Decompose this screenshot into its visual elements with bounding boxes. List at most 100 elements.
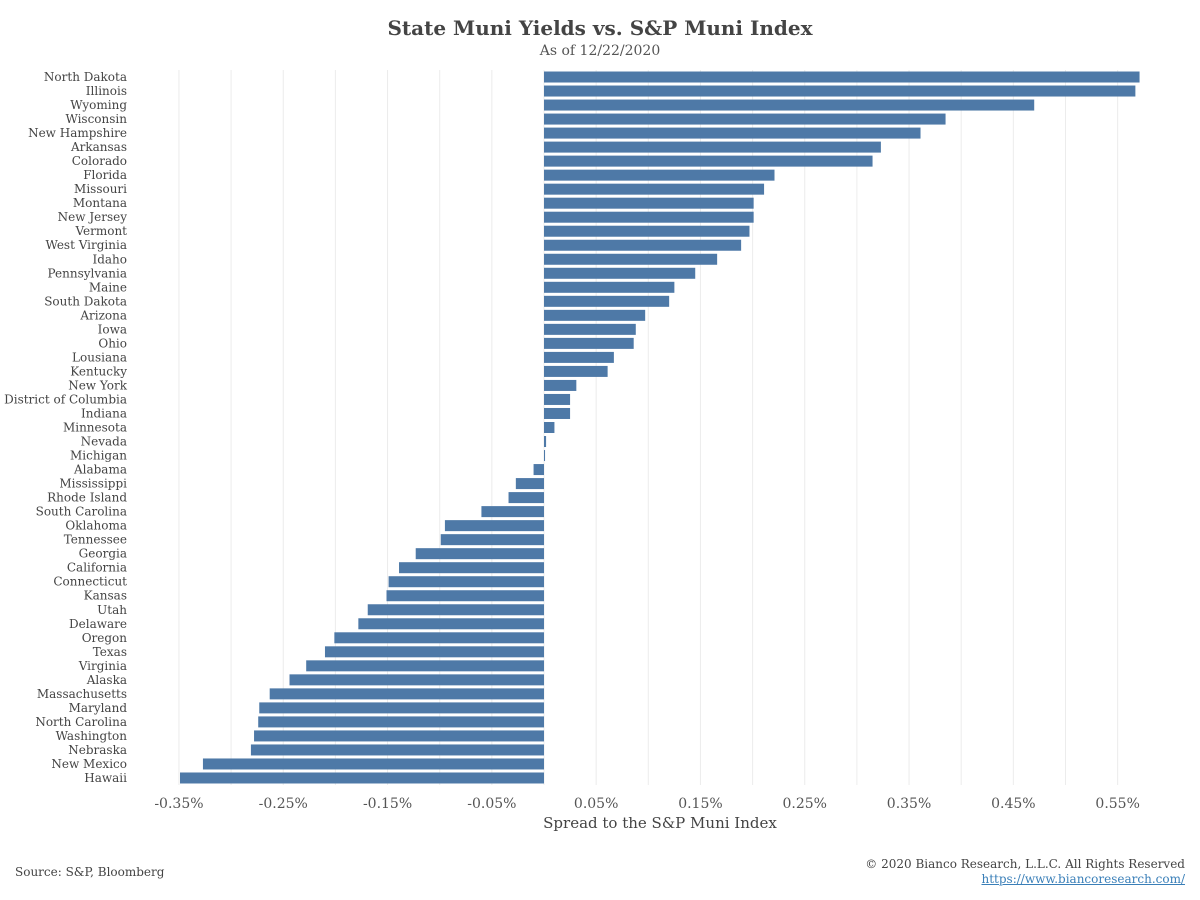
category-label: Delaware xyxy=(69,617,127,631)
bar xyxy=(544,450,546,462)
x-tick-label: -0.15% xyxy=(363,796,412,812)
website-link[interactable]: https://www.biancoresearch.com/ xyxy=(981,872,1185,886)
bar xyxy=(544,407,571,419)
chart-subtitle: As of 12/22/2020 xyxy=(539,43,661,59)
bar xyxy=(544,225,750,237)
bar xyxy=(544,309,646,321)
bar xyxy=(544,113,946,125)
category-label: Arizona xyxy=(79,308,127,322)
bar xyxy=(444,520,544,532)
bar xyxy=(388,576,544,588)
category-label: Kansas xyxy=(84,589,127,603)
bar xyxy=(334,632,544,644)
category-label: Alaska xyxy=(86,673,127,687)
bar xyxy=(533,464,544,476)
category-label: New Mexico xyxy=(51,757,127,771)
bar xyxy=(259,702,544,714)
bar xyxy=(258,716,544,728)
bar xyxy=(544,127,921,139)
category-label: New Hampshire xyxy=(28,126,127,140)
x-tick-label: 0.35% xyxy=(887,796,931,812)
category-label: Vermont xyxy=(74,224,127,238)
chart-title: State Muni Yields vs. S&P Muni Index xyxy=(387,16,813,40)
bar xyxy=(544,99,1035,111)
bar xyxy=(324,646,544,658)
x-tick-label: 0.15% xyxy=(678,796,722,812)
category-label: Wisconsin xyxy=(65,112,127,126)
category-label: Nevada xyxy=(81,435,127,449)
bar xyxy=(202,758,544,770)
category-label: Texas xyxy=(93,645,127,659)
bar xyxy=(515,478,544,490)
x-tick-label: 0.25% xyxy=(783,796,827,812)
bar xyxy=(544,253,718,265)
category-label: Kentucky xyxy=(70,364,127,378)
x-tick-label: -0.35% xyxy=(154,796,203,812)
category-label: West Virginia xyxy=(45,238,127,252)
category-label: Oklahoma xyxy=(65,519,127,533)
bar xyxy=(544,295,670,307)
category-label: Minnesota xyxy=(63,421,127,435)
category-label: Colorado xyxy=(72,154,127,168)
bar xyxy=(544,183,765,195)
category-label: California xyxy=(67,561,127,575)
category-label: Indiana xyxy=(81,406,127,420)
category-label: Michigan xyxy=(70,449,127,463)
chart-plot: North DakotaIllinoisWyomingWisconsinNew … xyxy=(4,70,1140,832)
bar xyxy=(544,71,1140,83)
bar xyxy=(544,422,555,433)
bar xyxy=(544,267,696,279)
bar xyxy=(386,590,544,602)
bar xyxy=(415,548,544,560)
bar xyxy=(508,492,544,504)
category-label: Montana xyxy=(73,196,127,210)
bar xyxy=(544,323,636,335)
bar xyxy=(254,730,544,742)
bar xyxy=(306,660,544,672)
bar xyxy=(544,351,614,363)
category-label: Alabama xyxy=(73,463,127,477)
bar xyxy=(544,169,775,181)
category-label: Massachusetts xyxy=(37,687,127,701)
bars xyxy=(179,71,1140,784)
category-label: Utah xyxy=(97,603,127,617)
bar xyxy=(544,281,675,293)
category-label: Connecticut xyxy=(53,575,127,589)
category-label: Arkansas xyxy=(70,140,127,154)
category-label: North Carolina xyxy=(35,715,127,729)
category-label: Washington xyxy=(56,729,128,743)
bar xyxy=(544,155,873,167)
bar xyxy=(544,436,547,448)
bar xyxy=(358,618,544,630)
source-note: Source: S&P, Bloomberg xyxy=(15,865,165,879)
category-label: Mississippi xyxy=(59,477,127,491)
bar xyxy=(544,211,754,223)
x-axis-title: Spread to the S&P Muni Index xyxy=(543,814,777,832)
x-tick-label: -0.25% xyxy=(259,796,308,812)
category-label: Maine xyxy=(89,280,127,294)
category-label: Iowa xyxy=(98,322,127,336)
bar xyxy=(289,674,544,686)
category-label: Maryland xyxy=(69,701,128,715)
bar xyxy=(250,744,545,756)
category-label: District of Columbia xyxy=(4,392,127,406)
bar xyxy=(367,604,544,616)
category-label: Pennsylvania xyxy=(47,266,127,280)
copyright-text: © 2020 Bianco Research, L.L.C. All Right… xyxy=(865,857,1185,871)
x-tick-label: 0.45% xyxy=(991,796,1035,812)
bar xyxy=(179,772,545,784)
category-label: Rhode Island xyxy=(47,491,127,505)
category-label: Oregon xyxy=(82,631,128,645)
category-label: New Jersey xyxy=(58,210,128,224)
bar xyxy=(544,141,881,153)
category-labels: North DakotaIllinoisWyomingWisconsinNew … xyxy=(4,70,128,785)
category-label: Missouri xyxy=(74,182,127,196)
footer-credits: © 2020 Bianco Research, L.L.C. All Right… xyxy=(865,857,1185,887)
bar xyxy=(544,85,1136,97)
category-label: Nebraska xyxy=(68,743,127,757)
category-label: South Dakota xyxy=(44,294,127,308)
bar xyxy=(544,365,608,377)
bar xyxy=(544,337,634,349)
bar xyxy=(544,239,742,251)
category-label: North Dakota xyxy=(44,70,127,84)
